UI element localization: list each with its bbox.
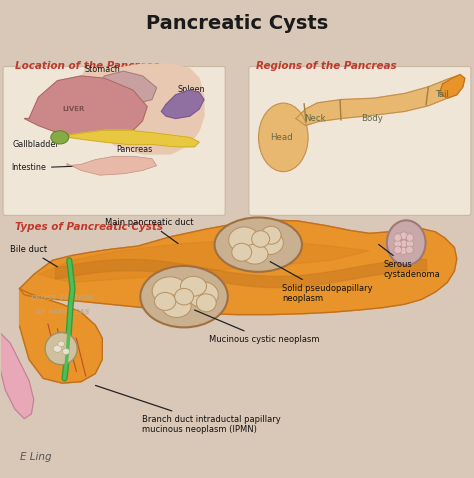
Ellipse shape xyxy=(162,295,191,317)
Ellipse shape xyxy=(242,244,268,264)
Text: Regions of the Pancreas: Regions of the Pancreas xyxy=(256,62,397,72)
Ellipse shape xyxy=(261,226,281,244)
Text: Body: Body xyxy=(361,114,383,123)
Ellipse shape xyxy=(196,294,216,312)
Polygon shape xyxy=(95,71,156,104)
Polygon shape xyxy=(161,90,204,119)
Polygon shape xyxy=(439,75,465,98)
Ellipse shape xyxy=(400,232,408,239)
Polygon shape xyxy=(19,289,102,383)
Text: Tail: Tail xyxy=(436,90,449,99)
Text: Spleen: Spleen xyxy=(178,85,205,102)
Polygon shape xyxy=(67,156,156,175)
Text: E Ling: E Ling xyxy=(19,452,51,462)
Ellipse shape xyxy=(255,231,283,255)
Ellipse shape xyxy=(188,282,219,308)
Ellipse shape xyxy=(45,333,77,365)
Text: Intestine: Intestine xyxy=(11,163,85,173)
Ellipse shape xyxy=(229,227,259,253)
Polygon shape xyxy=(69,130,199,147)
Text: Serous
cystadenoma: Serous cystadenoma xyxy=(379,244,440,280)
Text: Types of Pancreatic Cysts: Types of Pancreatic Cysts xyxy=(15,222,163,232)
Ellipse shape xyxy=(387,220,426,265)
Ellipse shape xyxy=(406,240,414,248)
Polygon shape xyxy=(0,334,34,419)
Ellipse shape xyxy=(152,277,188,305)
Ellipse shape xyxy=(181,276,207,296)
Text: Head: Head xyxy=(271,133,293,142)
Ellipse shape xyxy=(395,233,403,240)
Text: LIVER: LIVER xyxy=(63,106,85,112)
Ellipse shape xyxy=(400,247,407,255)
Text: Bile duct: Bile duct xyxy=(10,245,57,267)
Ellipse shape xyxy=(232,243,252,261)
Polygon shape xyxy=(296,76,462,126)
Polygon shape xyxy=(24,76,147,140)
Text: Gallbladder: Gallbladder xyxy=(12,137,62,149)
Polygon shape xyxy=(19,220,457,315)
Text: Pancreatic Cysts: Pancreatic Cysts xyxy=(146,14,328,33)
Text: Neck: Neck xyxy=(304,114,326,123)
Ellipse shape xyxy=(215,217,302,272)
FancyBboxPatch shape xyxy=(3,66,225,216)
Ellipse shape xyxy=(58,341,64,347)
Ellipse shape xyxy=(394,246,401,254)
Text: Pancreas: Pancreas xyxy=(117,139,153,153)
Ellipse shape xyxy=(140,266,228,327)
Ellipse shape xyxy=(394,240,401,248)
Polygon shape xyxy=(81,64,204,154)
Text: Mucinous cystic neoplasm: Mucinous cystic neoplasm xyxy=(195,310,319,344)
Text: Solid pseudopapillary
neoplasm: Solid pseudopapillary neoplasm xyxy=(270,261,373,303)
Text: Branch duct intraductal papillary
mucinous neoplasm (IPMN): Branch duct intraductal papillary mucino… xyxy=(95,385,281,434)
Ellipse shape xyxy=(174,288,193,305)
Ellipse shape xyxy=(252,231,270,247)
Ellipse shape xyxy=(394,234,401,241)
Text: Location of the Pancreas: Location of the Pancreas xyxy=(15,62,159,72)
Text: Stomach: Stomach xyxy=(84,65,120,84)
Ellipse shape xyxy=(53,345,62,352)
Ellipse shape xyxy=(155,293,176,310)
Text: Main pancreatic duct: Main pancreatic duct xyxy=(105,218,193,243)
Ellipse shape xyxy=(63,348,70,355)
Ellipse shape xyxy=(405,233,412,240)
Text: OF PANCREAS: OF PANCREAS xyxy=(35,309,90,315)
FancyBboxPatch shape xyxy=(249,66,471,216)
Ellipse shape xyxy=(258,103,308,172)
Text: CROSS-SECTION: CROSS-SECTION xyxy=(30,295,94,301)
Ellipse shape xyxy=(406,234,414,241)
Polygon shape xyxy=(38,240,369,282)
Ellipse shape xyxy=(406,246,413,254)
Ellipse shape xyxy=(400,240,408,248)
Ellipse shape xyxy=(51,131,69,144)
